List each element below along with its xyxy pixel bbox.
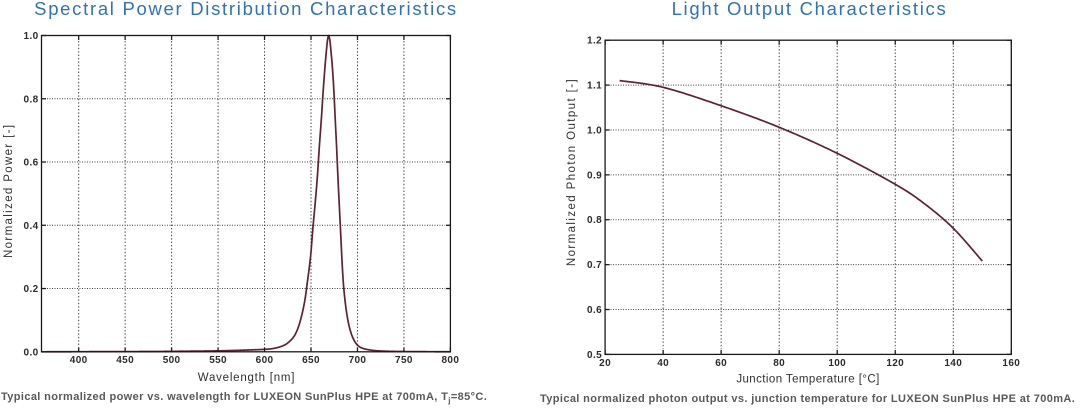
svg-text:0.2: 0.2 <box>24 284 39 295</box>
svg-text:1.0: 1.0 <box>24 31 39 42</box>
svg-text:600: 600 <box>256 355 274 366</box>
svg-text:0.6: 0.6 <box>587 305 602 316</box>
svg-text:0.4: 0.4 <box>24 221 39 232</box>
svg-text:0.0: 0.0 <box>24 347 39 358</box>
svg-text:160: 160 <box>1002 358 1020 369</box>
svg-text:0.7: 0.7 <box>587 260 602 271</box>
svg-text:20: 20 <box>599 358 611 369</box>
svg-text:0.6: 0.6 <box>24 158 39 169</box>
svg-text:800: 800 <box>442 355 460 366</box>
svg-text:140: 140 <box>944 358 962 369</box>
svg-text:0.8: 0.8 <box>24 94 39 105</box>
svg-text:1.2: 1.2 <box>587 36 602 47</box>
svg-text:700: 700 <box>349 355 367 366</box>
svg-text:60: 60 <box>715 358 727 369</box>
svg-text:650: 650 <box>302 355 320 366</box>
svg-text:0.5: 0.5 <box>587 350 602 361</box>
svg-text:Normalized Power [-]: Normalized Power [-] <box>3 124 15 258</box>
svg-text:80: 80 <box>773 358 785 369</box>
svg-text:Junction Temperature [°C]: Junction Temperature [°C] <box>736 374 879 386</box>
svg-text:Wavelength [nm]: Wavelength [nm] <box>198 372 295 384</box>
svg-text:550: 550 <box>209 355 227 366</box>
svg-text:120: 120 <box>886 358 904 369</box>
svg-text:0.9: 0.9 <box>587 170 602 181</box>
svg-text:1.1: 1.1 <box>587 81 602 92</box>
svg-text:0.8: 0.8 <box>587 215 602 226</box>
svg-text:500: 500 <box>163 355 181 366</box>
svg-text:1.0: 1.0 <box>587 125 602 136</box>
svg-text:100: 100 <box>828 358 846 369</box>
svg-text:400: 400 <box>70 355 88 366</box>
svg-text:450: 450 <box>116 355 134 366</box>
svg-text:40: 40 <box>657 358 669 369</box>
svg-text:750: 750 <box>395 355 413 366</box>
svg-text:Normalized Photon Output [-]: Normalized Photon Output [-] <box>566 78 578 266</box>
